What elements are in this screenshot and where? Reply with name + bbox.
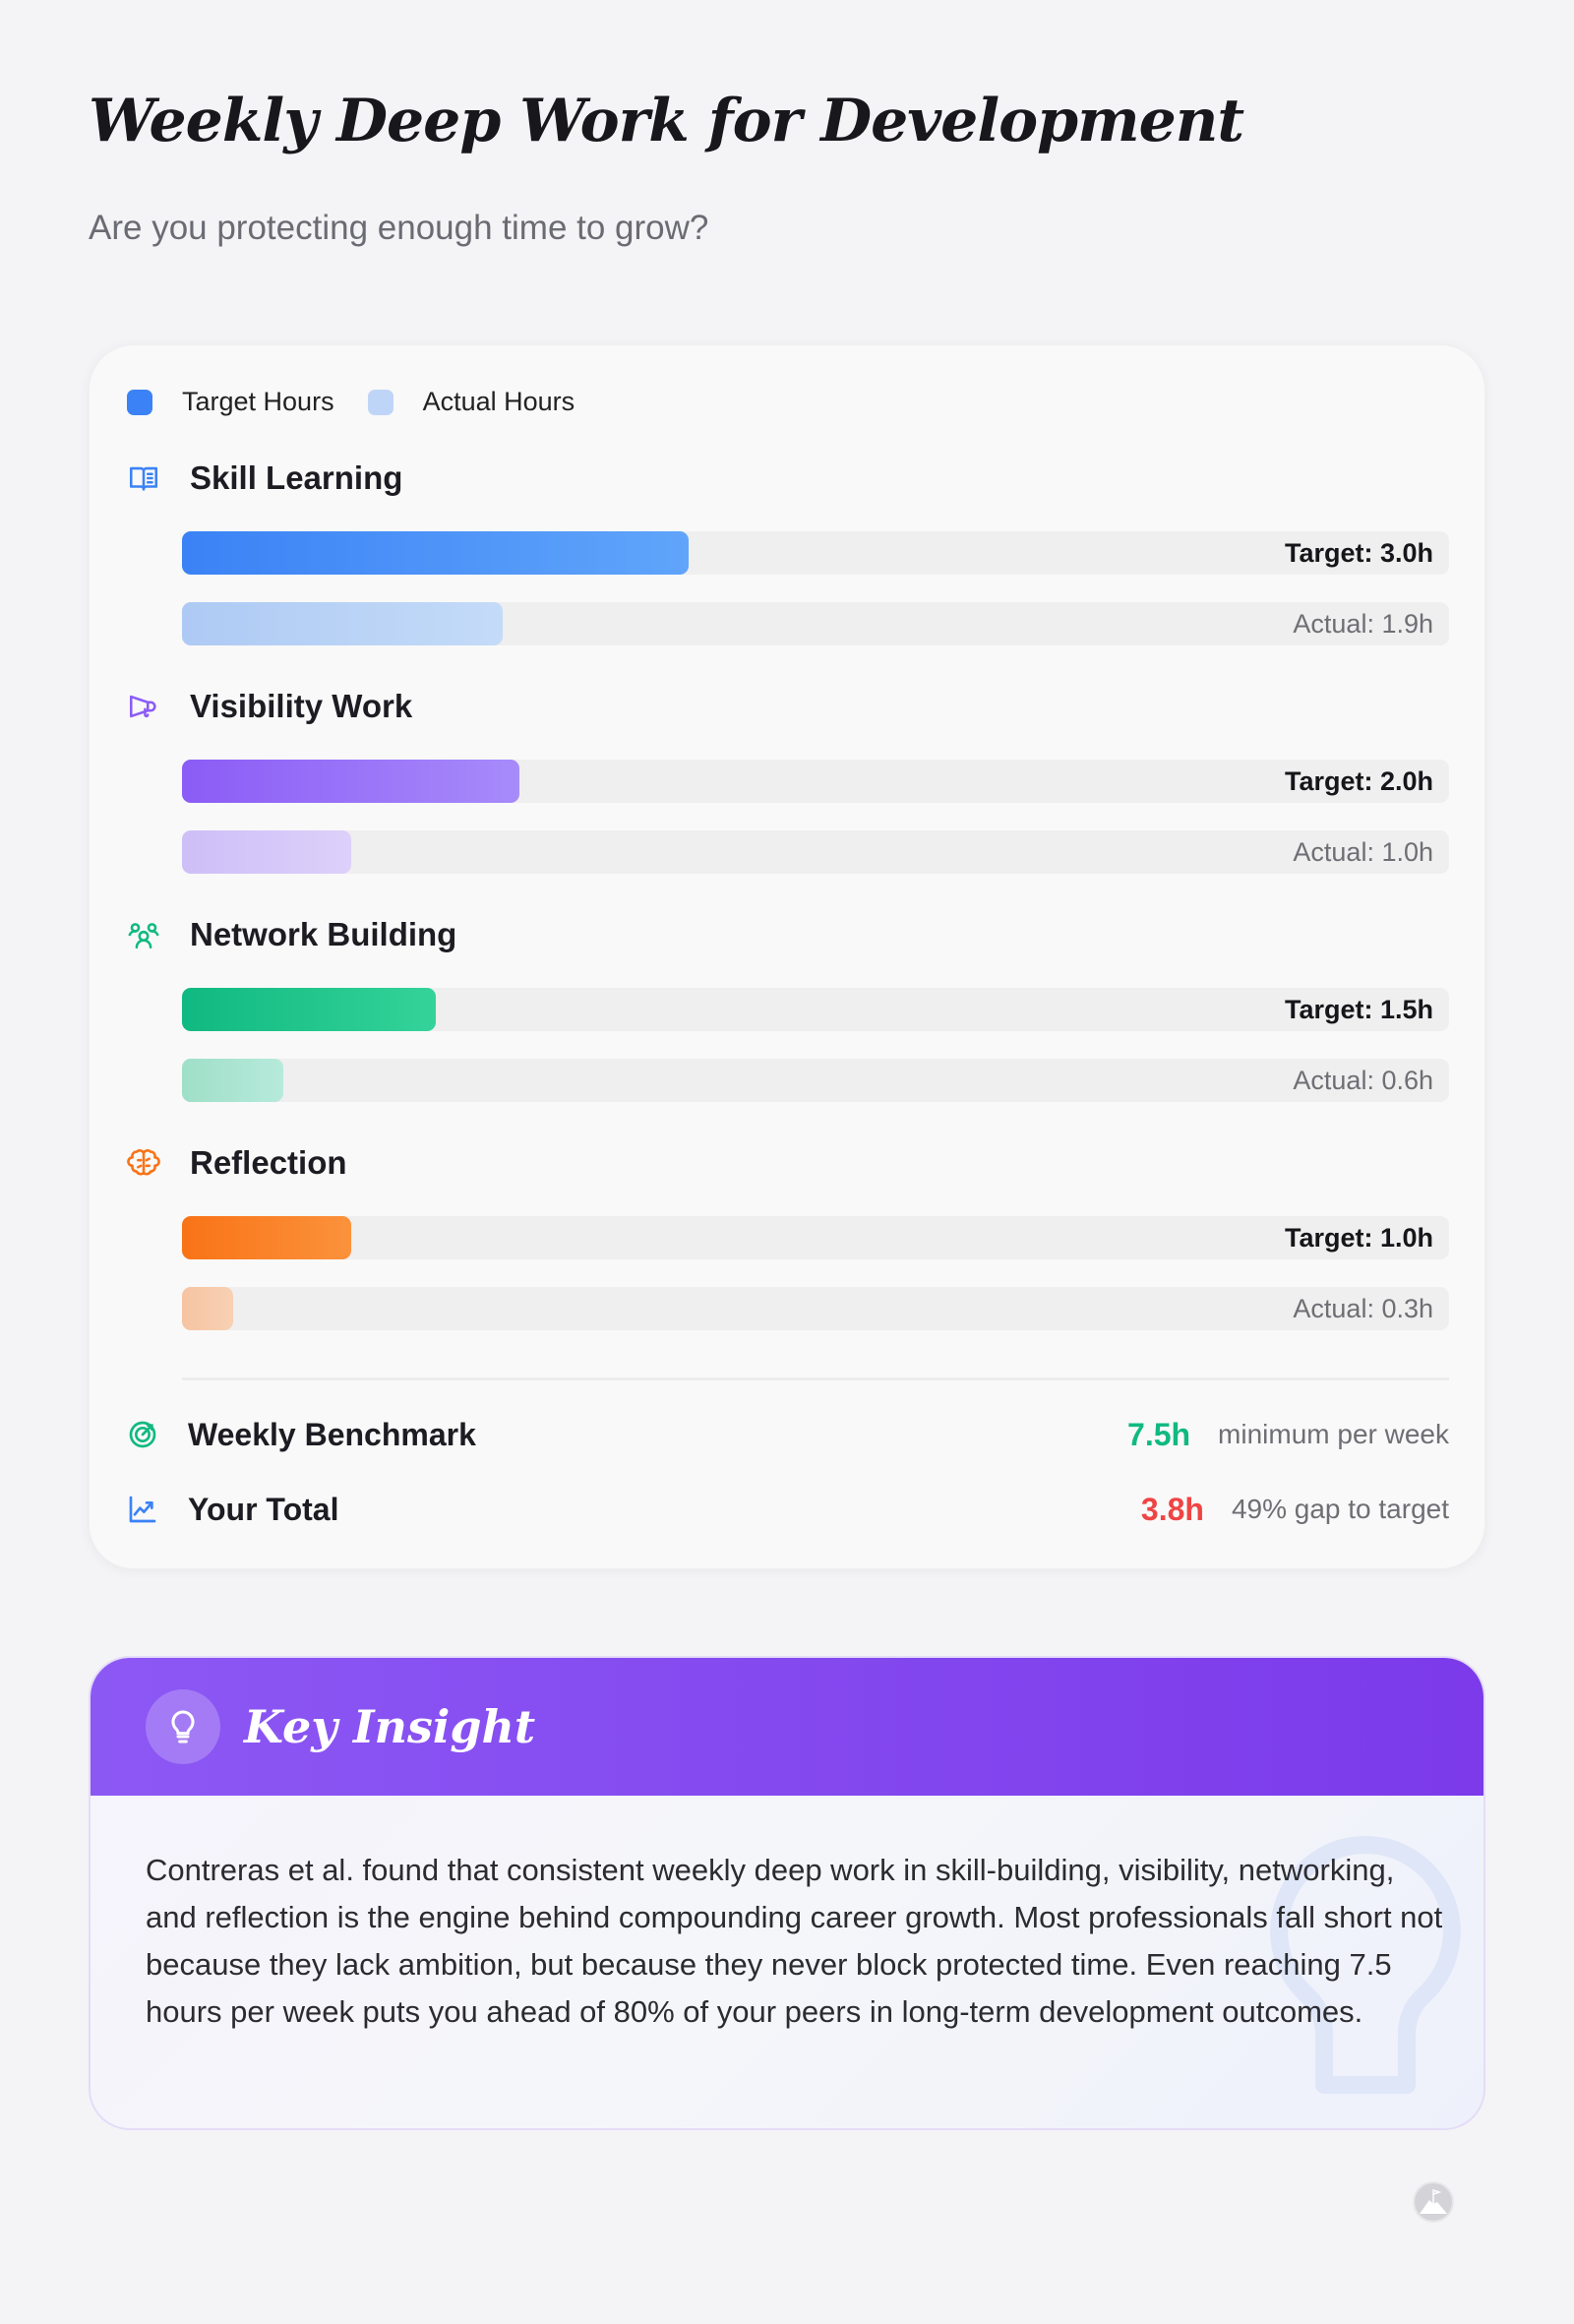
category-title: Network Building [190,916,457,952]
category-title: Reflection [190,1144,347,1181]
users-icon [128,923,159,949]
megaphone-icon [129,695,156,718]
benchmark-label: Weekly Benchmark [188,1416,476,1452]
lightbulb-icon [146,1689,220,1764]
legend-actual-label: Actual Hours [422,387,575,416]
target-bar [182,531,690,575]
insight-title: Key Insight [244,1700,536,1753]
divider [182,1377,1449,1380]
total-note: 49% gap to target [1231,1494,1449,1524]
target-label: Target: 2.0h [1284,766,1433,796]
actual-label: Actual: 1.9h [1293,609,1433,639]
page-subtitle: Are you protecting enough time to grow? [89,209,709,247]
category-visibility-work: Visibility Work Target: 2.0h Actual: 1.0… [127,687,1449,903]
logo-icon [1413,2181,1454,2223]
category-header: Reflection [127,1143,1449,1183]
total-row: Your Total 3.8h 49% gap to target [127,1488,1449,1531]
target-bar-track: Target: 1.5h [182,988,1449,1031]
category-header: Visibility Work [127,687,1449,726]
total-value: 3.8h [1140,1491,1204,1527]
legend-actual-swatch [367,389,394,415]
brain-icon [127,1149,160,1176]
actual-bar-track: Actual: 0.3h [182,1287,1449,1330]
target-bar-track: Target: 2.0h [182,760,1449,803]
lightbulb-watermark-icon [1270,1836,1461,2094]
target-bar-track: Target: 3.0h [182,531,1449,575]
actual-bar [182,602,504,645]
page-title: Weekly Deep Work for Development [89,87,1244,155]
actual-bar-track: Actual: 1.0h [182,830,1449,874]
actual-bar [182,1059,284,1102]
target-icon [129,1421,156,1448]
target-bar [182,760,520,803]
book-open-icon [129,466,158,491]
trending-up-icon [129,1496,156,1523]
insight-header: Key Insight [91,1658,1483,1796]
legend-target-swatch [127,389,152,415]
key-insight-card: Key Insight Contreras et al. found that … [89,1656,1485,2130]
legend: Target Hours Actual Hours [127,387,608,417]
target-bar [182,1216,351,1259]
category-reflection: Reflection Target: 1.0h Actual: 0.3h [127,1143,1449,1360]
actual-bar [182,1287,233,1330]
target-bar-track: Target: 1.0h [182,1216,1449,1259]
target-label: Target: 1.0h [1284,1223,1433,1253]
actual-label: Actual: 1.0h [1293,837,1433,867]
target-bar [182,988,436,1031]
actual-label: Actual: 0.3h [1293,1294,1433,1323]
insight-body: Contreras et al. found that consistent w… [146,1853,1443,2029]
total-label: Your Total [188,1491,339,1527]
category-network-building: Network Building Target: 1.5h Actual: 0.… [127,915,1449,1131]
actual-bar-track: Actual: 1.9h [182,602,1449,645]
benchmark-row: Weekly Benchmark 7.5h minimum per week [127,1413,1449,1456]
category-title: Skill Learning [190,459,403,496]
chart-card: Target Hours Actual Hours Skill Learning… [89,344,1485,1569]
actual-label: Actual: 0.6h [1293,1066,1433,1095]
legend-target-label: Target Hours [182,387,334,416]
category-skill-learning: Skill Learning Target: 3.0h Actual: 1.9h [127,459,1449,675]
benchmark-note: minimum per week [1218,1419,1449,1449]
actual-bar [182,830,351,874]
benchmark-value: 7.5h [1127,1416,1191,1452]
category-title: Visibility Work [190,688,413,724]
category-header: Skill Learning [127,459,1449,498]
category-header: Network Building [127,915,1449,954]
target-label: Target: 3.0h [1284,538,1433,568]
target-label: Target: 1.5h [1284,995,1433,1024]
actual-bar-track: Actual: 0.6h [182,1059,1449,1102]
